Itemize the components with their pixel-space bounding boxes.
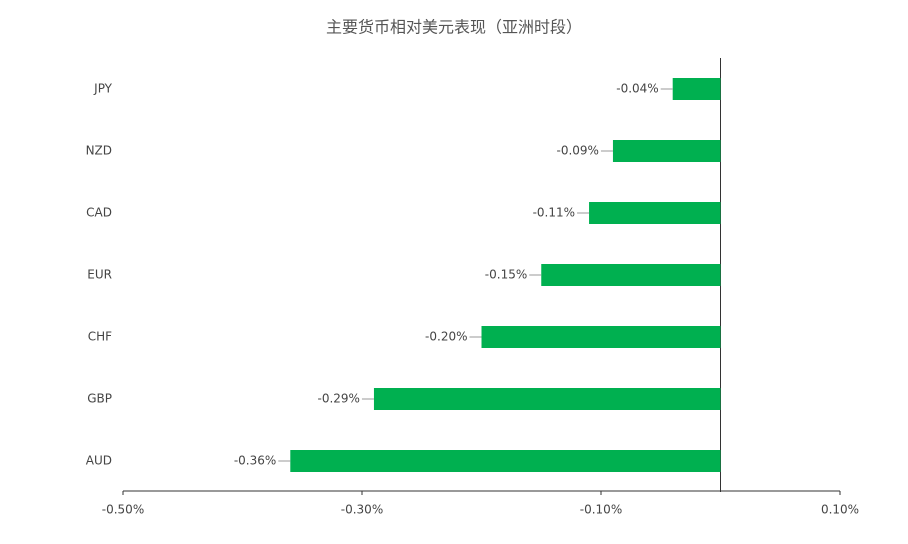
x-tick-label: 0.10% <box>821 503 859 517</box>
value-label: -0.15% <box>485 268 527 282</box>
x-tick-label: -0.50% <box>102 503 144 517</box>
x-tick-label: -0.10% <box>580 503 622 517</box>
y-tick-label: CAD <box>86 206 112 220</box>
value-label: -0.36% <box>234 454 276 468</box>
x-tick-label: -0.30% <box>341 503 383 517</box>
y-tick-label: AUD <box>86 454 112 468</box>
bar <box>290 450 721 472</box>
value-label: -0.04% <box>616 82 658 96</box>
bar <box>541 264 721 286</box>
bar <box>481 326 721 348</box>
y-tick-label: EUR <box>87 268 112 282</box>
y-tick-label: GBP <box>87 392 112 406</box>
y-tick-label: CHF <box>88 330 112 344</box>
bar <box>373 388 721 410</box>
bar <box>672 78 721 100</box>
value-label: -0.09% <box>556 144 598 158</box>
chart-title: 主要货币相对美元表现（亚洲时段） <box>326 18 582 37</box>
bar <box>612 140 721 162</box>
y-tick-label: NZD <box>86 144 112 158</box>
value-label: -0.20% <box>425 330 467 344</box>
y-tick-label: JPY <box>93 82 113 96</box>
value-label: -0.29% <box>317 392 359 406</box>
bar <box>589 202 721 224</box>
value-label: -0.11% <box>533 206 575 220</box>
